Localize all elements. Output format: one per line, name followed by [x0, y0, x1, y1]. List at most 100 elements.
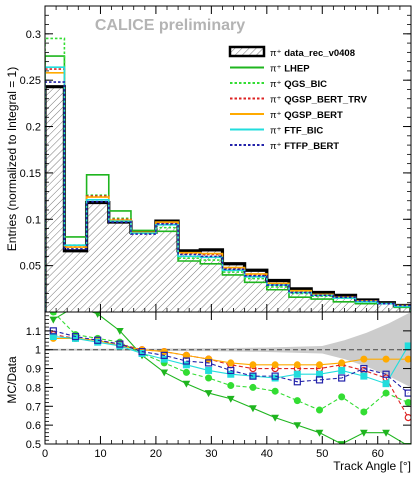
- ratio-point-lhep: [360, 429, 368, 437]
- ratio-point-qgs-bic: [182, 368, 190, 376]
- ratio-point-qgs-bic: [49, 312, 57, 316]
- ratio-point-lhep: [204, 390, 213, 398]
- ratio-point-lhep: [94, 312, 101, 318]
- ratio-point-lhep: [160, 369, 169, 377]
- ratio-y-tick-label: 0.6: [26, 420, 41, 432]
- ratio-y-tick-label: 0.9: [26, 364, 41, 376]
- x-tick-label: 20: [150, 448, 162, 460]
- series-qgs-bic-histogram: [45, 37, 411, 312]
- ratio-point-qgsp-bert: [227, 359, 235, 367]
- legend: π⁺ data_rec_v0408 π⁺ LHEP π⁺ QGS_BIC π⁺ QGS…: [228, 45, 368, 152]
- ratio-point-ftf-bic: [293, 370, 301, 378]
- ratio-point-ftfp-bert: [249, 372, 257, 380]
- y-tick-label: 0.1: [26, 214, 41, 226]
- series-ftfp-bert-histogram: [45, 81, 411, 312]
- data-uncertainty-band: [45, 312, 411, 388]
- ratio-point-lhep: [249, 405, 257, 413]
- ratio-point-qgs-bic: [293, 397, 301, 405]
- ratio-point-qgs-bic: [360, 408, 368, 416]
- ratio-line-ftfp-bert: [53, 330, 409, 394]
- ratio-point-qgs-bic: [249, 383, 257, 391]
- ratio-point-qgsp-bert: [293, 361, 301, 369]
- ratio-point-qgs-bic: [227, 382, 235, 390]
- bottom-y-axis-label: MC/Data: [5, 356, 19, 404]
- ratio-point-qgsp-bert: [382, 355, 390, 363]
- ratio-point-lhep: [293, 422, 302, 430]
- ratio-y-tick-label: 0.8: [26, 382, 41, 394]
- ratio-point-qgsp-bert: [205, 355, 213, 363]
- x-tick-label: 60: [372, 448, 384, 460]
- y-tick-label: 0.15: [20, 168, 41, 180]
- ratio-point-ftfp-bert: [382, 370, 390, 378]
- ratio-point-qgsp-bert: [404, 355, 411, 363]
- series-data-outline: [45, 85, 411, 312]
- ratio-point-ftf-bic: [227, 370, 235, 378]
- ratio-y-tick-label: 1: [35, 345, 41, 357]
- legend-label-lhep: π⁺ LHEP: [270, 64, 310, 75]
- ratio-point-ftf-bic: [160, 355, 168, 363]
- ratio-point-qgsp-bert: [271, 361, 279, 369]
- ratio-point-lhep: [182, 380, 191, 388]
- legend-label-qgsp-bert: π⁺ QGSP_BERT: [270, 110, 343, 121]
- top-y-axis-label: Entries (normalized to Integral = 1): [5, 67, 19, 251]
- ratio-point-lhep: [382, 429, 390, 437]
- ratio-point-lhep: [116, 327, 124, 335]
- ratio-point-qgs-bic: [338, 393, 346, 401]
- ratio-point-ftfp-bert: [116, 340, 124, 348]
- legend-label-qgs-bic: π⁺ QGS_BIC: [270, 79, 327, 90]
- watermark: CALICE preliminary: [95, 17, 245, 34]
- ratio-point-ftf-bic: [404, 342, 411, 350]
- ratio-point-ftf-bic: [182, 361, 190, 369]
- legend-label-ftf-bic: π⁺ FTF_BIC: [270, 126, 323, 137]
- ratio-point-ftfp-bert: [227, 366, 235, 375]
- ratio-point-ftfp-bert: [204, 359, 213, 367]
- legend-label-data-rec-v0408: π⁺ data_rec_v0408: [270, 48, 355, 59]
- ratio-point-ftfp-bert: [138, 348, 146, 356]
- x-tick-label: 30: [205, 448, 217, 460]
- ratio-frame: [44, 311, 412, 445]
- y-tick-label: 0.05: [20, 261, 41, 273]
- ratio-point-ftfp-bert: [360, 364, 368, 373]
- series-ftf-bic-histogram: [45, 66, 411, 312]
- x-tick-label: 0: [42, 448, 48, 460]
- ratio-point-ftfp-bert: [94, 336, 102, 344]
- x-tick-label: 10: [94, 448, 106, 460]
- ratio-point-qgs-bic: [205, 374, 213, 382]
- ratio-y-tick-label: 0.7: [26, 401, 41, 413]
- x-tick-label: 40: [261, 448, 273, 460]
- ratio-point-qgsp-bert: [249, 361, 257, 369]
- ratio-point-ftfp-bert: [271, 372, 279, 380]
- ratio-point-ftfp-bert: [160, 351, 168, 359]
- y-tick-label: 0.25: [20, 75, 41, 87]
- ratio-point-ftfp-bert: [338, 374, 346, 382]
- legend-label-ftfp-bert: π⁺ FTFP_BERT: [270, 141, 339, 152]
- ratio-point-qgsp-bert: [160, 348, 168, 356]
- ratio-point-ftfp-bert: [315, 376, 324, 384]
- ratio-point-lhep: [337, 441, 346, 444]
- y-tick-label: 0.3: [26, 29, 41, 41]
- ratio-point-qgsp-bert-trv: [404, 414, 411, 422]
- ratio-point-ftf-bic: [205, 366, 213, 374]
- ratio-point-lhep: [315, 429, 324, 437]
- x-tick-label: 50: [316, 448, 328, 460]
- ratio-point-qgs-bic: [382, 389, 390, 397]
- ratio-point-qgsp-bert: [360, 355, 368, 363]
- distribution-panel: 0.05 0.1 0.15 0.2 0.25 0.3 CALICE preliminary…: [20, 5, 412, 313]
- ratio-point-qgs-bic: [404, 399, 411, 407]
- y-tick-label: 0.2: [26, 122, 41, 134]
- ratio-point-ftfp-bert: [182, 357, 191, 365]
- x-axis-label: Track Angle [°]: [333, 459, 411, 473]
- ratio-point-ftf-bic: [94, 338, 102, 346]
- ratio-point-ftf-bic: [382, 380, 390, 388]
- ratio-point-qgs-bic: [271, 387, 279, 395]
- ratio-point-ftf-bic: [360, 372, 368, 380]
- ratio-point-ftfp-bert: [71, 332, 80, 341]
- data-histogram-fill: [45, 86, 411, 312]
- ratio-y-tick-label: 1.1: [26, 326, 41, 338]
- ratio-y-tick-label: 0.5: [26, 439, 41, 451]
- legend-swatch-data: [228, 45, 266, 58]
- ratio-point-ftfp-bert: [404, 389, 411, 397]
- legend-label-qgsp-bert-trv: π⁺ QGSP_BERT_TRV: [270, 95, 368, 106]
- ratio-point-ftf-bic: [338, 366, 346, 374]
